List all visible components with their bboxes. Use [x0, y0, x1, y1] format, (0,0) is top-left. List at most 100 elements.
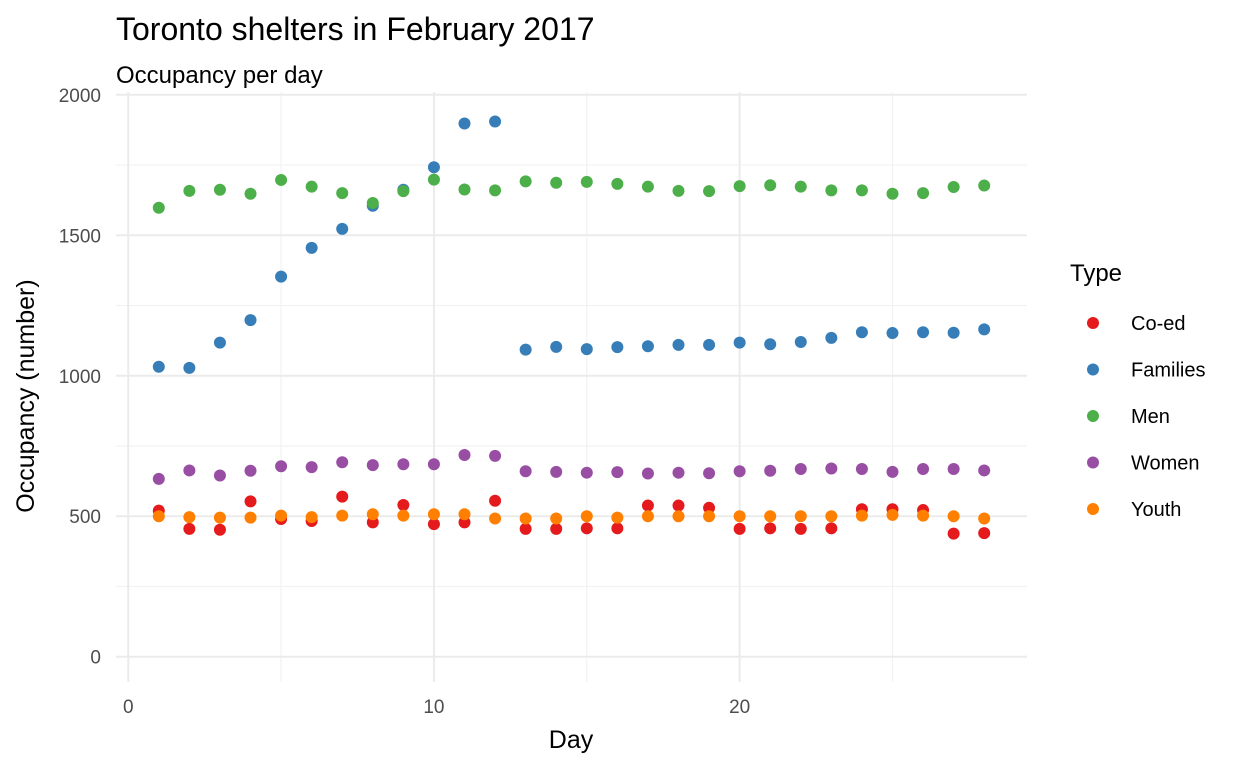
point-men [489, 184, 502, 197]
point-men [917, 187, 930, 200]
point-co-ed [244, 495, 257, 508]
point-men [825, 184, 838, 197]
point-women [427, 458, 440, 471]
point-youth [825, 510, 838, 523]
point-youth [244, 511, 257, 524]
point-youth [366, 508, 379, 521]
point-co-ed [550, 522, 563, 535]
x-axis-ticks: 0 10 20 [123, 697, 750, 718]
point-men [366, 196, 379, 209]
point-women [672, 466, 685, 479]
point-co-ed [794, 522, 807, 535]
point-women [825, 462, 838, 475]
point-co-ed [733, 522, 746, 535]
point-men [611, 177, 624, 190]
point-co-ed [336, 490, 349, 503]
point-youth [458, 508, 471, 521]
point-women [947, 463, 960, 476]
legend-title: Type [1070, 260, 1122, 287]
point-men [978, 179, 991, 192]
point-families [855, 326, 868, 339]
x-tick-label: 0 [123, 697, 134, 718]
point-men [519, 175, 532, 188]
point-families [672, 338, 685, 351]
point-women [244, 464, 257, 477]
point-families [947, 326, 960, 339]
point-co-ed [183, 522, 196, 535]
point-families [489, 115, 502, 128]
point-men [305, 180, 318, 193]
x-tick-label: 10 [423, 697, 444, 718]
point-youth [703, 510, 716, 523]
point-men [213, 183, 226, 196]
legend-key-families [1087, 363, 1099, 376]
point-women [489, 449, 502, 462]
point-men [703, 185, 716, 198]
point-women [917, 463, 930, 476]
point-families [213, 336, 226, 349]
point-youth [733, 510, 746, 523]
x-tick-label: 20 [729, 697, 750, 718]
point-youth [336, 509, 349, 522]
legend-key-co-ed [1087, 317, 1099, 329]
point-youth [183, 511, 196, 524]
legend-label-families: Families [1131, 360, 1205, 382]
point-youth [764, 510, 777, 523]
point-families [183, 361, 196, 374]
gridlines [116, 92, 1027, 682]
point-youth [275, 509, 288, 522]
point-women [458, 448, 471, 461]
point-co-ed [427, 518, 440, 531]
point-women [794, 463, 807, 476]
legend-label-youth: Youth [1131, 499, 1181, 521]
point-co-ed [213, 523, 226, 536]
point-youth [886, 508, 899, 521]
point-families [611, 341, 624, 354]
point-youth [672, 510, 685, 523]
point-youth [641, 510, 654, 523]
point-families [886, 327, 899, 340]
point-families [580, 343, 593, 356]
point-women [519, 465, 532, 478]
point-men [855, 184, 868, 197]
point-youth [519, 512, 532, 525]
point-youth [947, 510, 960, 523]
point-men [672, 184, 685, 197]
legend-key-youth [1087, 503, 1099, 515]
point-women [397, 458, 410, 471]
y-axis-ticks: 0 500 1000 1500 2000 [59, 86, 101, 669]
point-youth [489, 512, 502, 525]
chart-title: Toronto shelters in February 2017 [116, 11, 594, 47]
point-youth [550, 512, 563, 525]
point-co-ed [764, 522, 777, 535]
point-women [855, 463, 868, 476]
point-youth [580, 510, 593, 523]
point-families [978, 323, 991, 336]
point-youth [917, 509, 930, 522]
point-men [794, 180, 807, 193]
point-women [213, 469, 226, 482]
point-families [825, 331, 838, 344]
y-tick-label: 2000 [59, 86, 101, 107]
point-families [458, 117, 471, 130]
point-men [458, 183, 471, 196]
point-women [366, 459, 379, 472]
point-men [183, 184, 196, 197]
point-families [336, 222, 349, 235]
point-men [275, 173, 288, 186]
point-co-ed [947, 527, 960, 540]
point-women [703, 467, 716, 480]
point-families [152, 360, 165, 373]
point-men [397, 185, 410, 198]
legend: Type Co-ed Families Men Women Youth [1070, 260, 1205, 521]
legend-key-men [1087, 410, 1099, 422]
point-families [305, 241, 318, 254]
legend-key-women [1087, 456, 1099, 469]
point-men [244, 187, 257, 200]
point-families [641, 340, 654, 353]
point-families [703, 338, 716, 351]
point-women [305, 461, 318, 474]
point-families [550, 340, 563, 353]
point-men [947, 180, 960, 193]
